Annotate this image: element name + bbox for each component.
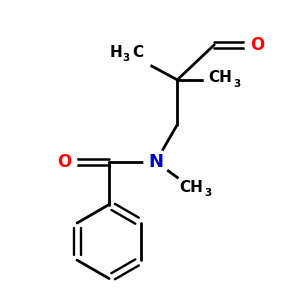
Text: CH: CH xyxy=(179,179,203,194)
Text: 3: 3 xyxy=(122,53,130,63)
Text: 3: 3 xyxy=(204,188,211,198)
Text: C: C xyxy=(132,45,143,60)
Text: N: N xyxy=(148,153,163,171)
Text: 3: 3 xyxy=(233,79,241,89)
Text: CH: CH xyxy=(208,70,232,86)
Text: O: O xyxy=(57,153,71,171)
Text: H: H xyxy=(109,45,122,60)
Text: O: O xyxy=(250,36,264,54)
